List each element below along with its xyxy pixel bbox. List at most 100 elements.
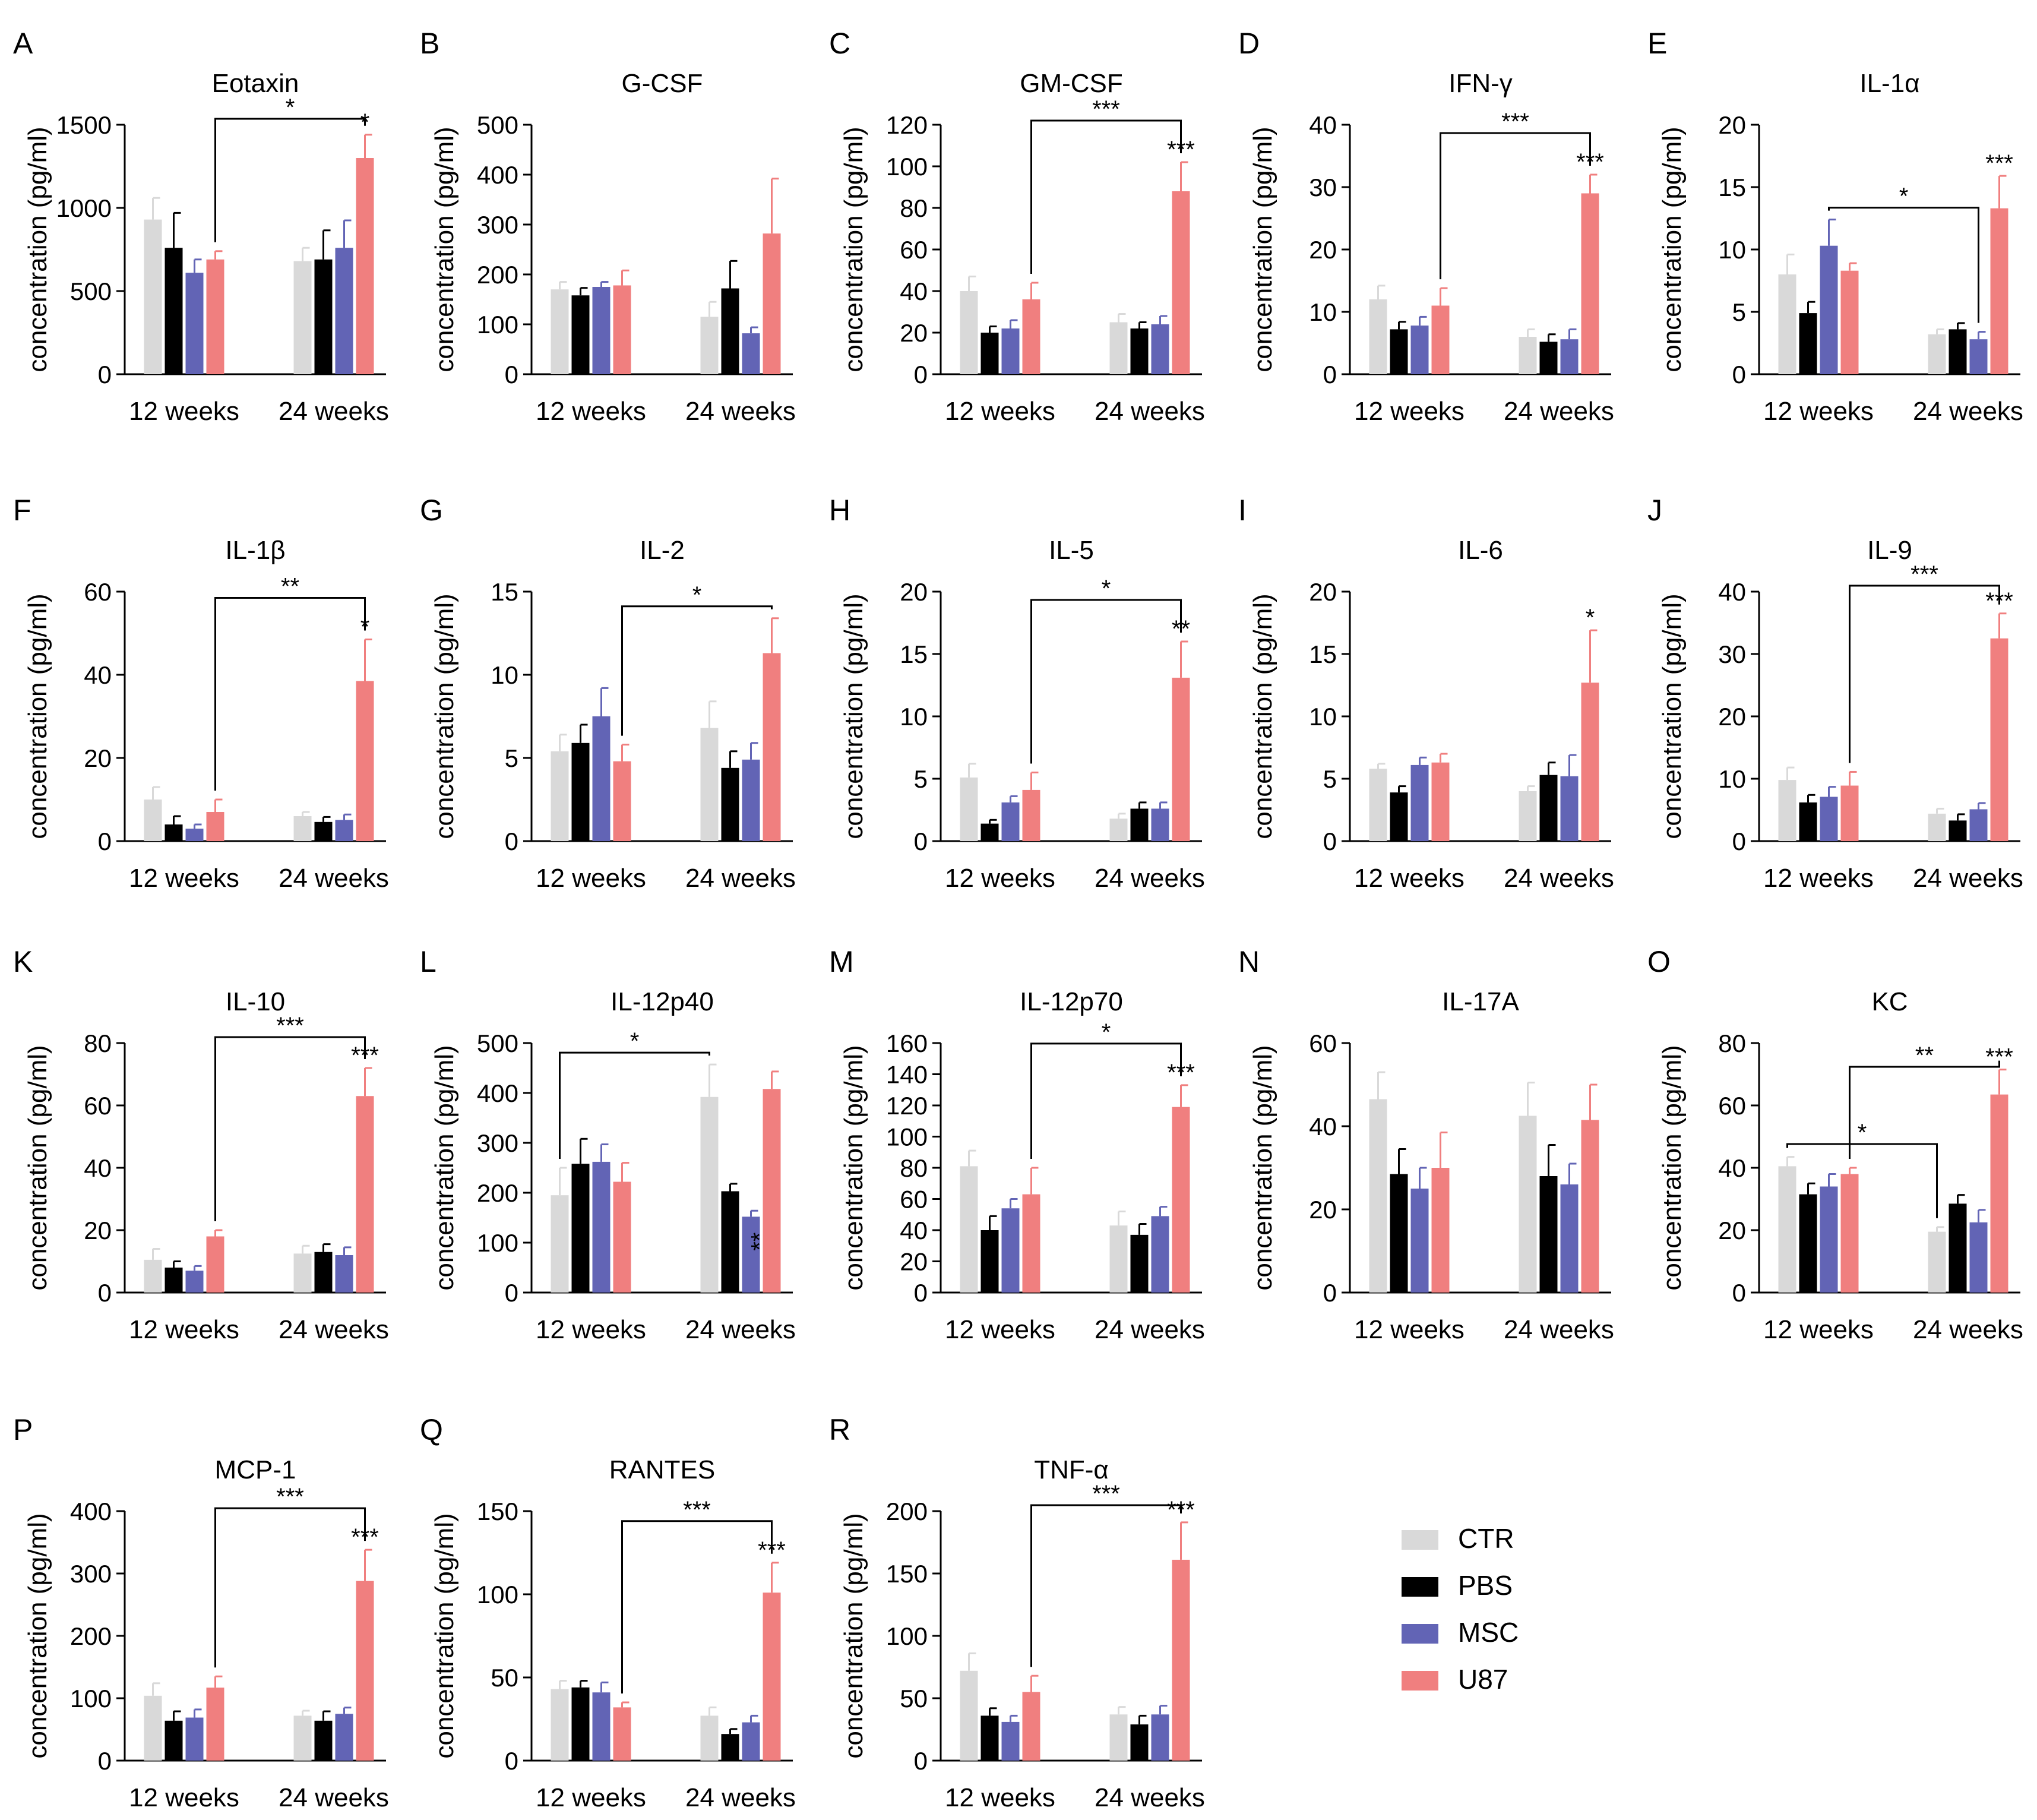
y-tick-label: 60 bbox=[900, 236, 928, 264]
bar-msc-24-weeks bbox=[1969, 809, 1988, 841]
bar-ctr-12-weeks bbox=[1778, 1166, 1796, 1293]
panel-letter: N bbox=[1238, 945, 1260, 978]
y-tick-label: 60 bbox=[84, 1092, 112, 1120]
y-tick-label: 5 bbox=[914, 765, 928, 793]
bar-u87-24-weeks bbox=[1172, 1107, 1190, 1293]
bar-msc-12-weeks bbox=[185, 1271, 204, 1293]
bar-u87-24-weeks bbox=[763, 233, 781, 374]
bar-pbs-24-weeks bbox=[721, 1191, 739, 1293]
significance-label: *** bbox=[1092, 1481, 1120, 1507]
bar-u87-24-weeks bbox=[1581, 1120, 1599, 1293]
panel-letter: E bbox=[1647, 27, 1667, 60]
y-tick-label: 150 bbox=[477, 1497, 518, 1525]
y-tick-label: 10 bbox=[900, 703, 928, 731]
bar-msc-24-weeks bbox=[742, 759, 760, 841]
panel-il-1: E IL-1α concentration (pg/ml) 0 5 10 15 20 12 we… bbox=[1647, 27, 2023, 426]
significance-bracket bbox=[214, 1507, 366, 1668]
y-tick-label: 300 bbox=[477, 211, 518, 239]
panel-mcp-1: P MCP-1 concentration (pg/ml) 0 100 200 300 400… bbox=[13, 1413, 389, 1812]
y-tick-label: 20 bbox=[1718, 1217, 1746, 1244]
bar-ctr-24-weeks bbox=[1109, 819, 1128, 841]
y-tick-label: 100 bbox=[886, 153, 928, 181]
bar-msc-12-weeks bbox=[592, 1161, 611, 1293]
bar-u87-12-weeks bbox=[1431, 305, 1450, 374]
y-tick-label: 150 bbox=[886, 1560, 928, 1588]
x-tick-label: 12 weeks bbox=[1354, 1315, 1465, 1344]
legend-label-pbs: PBS bbox=[1458, 1570, 1513, 1601]
panel-letter: K bbox=[13, 945, 33, 978]
significance-star: *** bbox=[351, 1042, 379, 1069]
bar-u87-24-weeks bbox=[763, 1592, 781, 1761]
bar-msc-24-weeks bbox=[1151, 1216, 1169, 1293]
bar-u87-12-weeks bbox=[613, 1707, 631, 1761]
panel-tnf: R TNF-α concentration (pg/ml) 0 50 100 150 200 1… bbox=[829, 1413, 1205, 1812]
significance-bracket bbox=[1828, 207, 1979, 323]
panel-letter: B bbox=[420, 27, 439, 60]
y-tick-label: 20 bbox=[84, 744, 112, 772]
bar-ctr-12-weeks bbox=[960, 291, 978, 374]
y-tick-label: 10 bbox=[1309, 298, 1337, 326]
y-tick-label: 100 bbox=[477, 311, 518, 339]
bar-msc-12-weeks bbox=[185, 273, 204, 374]
x-tick-label: 24 weeks bbox=[685, 1783, 796, 1812]
bar-u87-24-weeks bbox=[356, 681, 374, 841]
bar-msc-12-weeks bbox=[592, 1692, 611, 1761]
y-tick-label: 200 bbox=[477, 1179, 518, 1207]
significance-star: *** bbox=[758, 1537, 786, 1563]
bar-msc-24-weeks bbox=[335, 1714, 353, 1761]
y-tick-label: 20 bbox=[1309, 236, 1337, 264]
significance-label: * bbox=[1102, 1019, 1111, 1045]
panel-ifn: D IFN-γ concentration (pg/ml) 0 10 20 30 40 12 w… bbox=[1238, 27, 1614, 426]
bar-msc-24-weeks bbox=[742, 333, 760, 374]
bar-u87-12-weeks bbox=[1022, 789, 1040, 841]
x-tick-label: 24 weeks bbox=[279, 864, 389, 893]
panel-letter: C bbox=[829, 27, 850, 60]
bar-msc-12-weeks bbox=[1410, 764, 1429, 841]
y-axis-label: concentration (pg/ml) bbox=[430, 593, 459, 839]
panel-letter: D bbox=[1238, 27, 1260, 60]
chart-title: TNF-α bbox=[1034, 1455, 1109, 1484]
bar-ctr-24-weeks bbox=[700, 1715, 719, 1761]
x-tick-label: 12 weeks bbox=[1354, 864, 1465, 893]
y-axis-label: concentration (pg/ml) bbox=[1658, 127, 1687, 372]
chart-title: IL-12p70 bbox=[1020, 987, 1123, 1016]
panel-letter: F bbox=[13, 494, 31, 527]
x-tick-label: 12 weeks bbox=[536, 864, 646, 893]
y-tick-label: 80 bbox=[84, 1029, 112, 1057]
bar-u87-12-weeks bbox=[206, 812, 224, 841]
y-axis-label: concentration (pg/ml) bbox=[430, 1513, 459, 1758]
bar-pbs-12-weeks bbox=[980, 1230, 999, 1293]
legend-swatch-ctr bbox=[1402, 1530, 1438, 1550]
bar-u87-12-weeks bbox=[1840, 270, 1859, 374]
y-tick-label: 40 bbox=[1309, 111, 1337, 139]
y-tick-label: 10 bbox=[1309, 703, 1337, 731]
y-axis-label: concentration (pg/ml) bbox=[839, 127, 868, 372]
y-axis-label: concentration (pg/ml) bbox=[23, 1513, 52, 1758]
significance-star: ** bbox=[1172, 616, 1190, 642]
x-tick-label: 12 weeks bbox=[1763, 1315, 1874, 1344]
bar-u87-24-weeks bbox=[1990, 208, 2008, 374]
panel-il-5: H IL-5 concentration (pg/ml) 0 5 10 15 20 12 wee… bbox=[829, 494, 1205, 893]
y-tick-label: 140 bbox=[886, 1061, 928, 1089]
y-tick-label: 120 bbox=[886, 1092, 928, 1120]
y-tick-label: 0 bbox=[1323, 827, 1337, 855]
y-tick-label: 80 bbox=[900, 194, 928, 222]
panel-letter: I bbox=[1238, 494, 1247, 527]
bar-ctr-24-weeks bbox=[1109, 1714, 1128, 1761]
y-axis-label: concentration (pg/ml) bbox=[839, 1513, 868, 1758]
bar-pbs-12-weeks bbox=[571, 742, 590, 841]
panel-il-12p70: M IL-12p70 concentration (pg/ml) 0 20 40 60 80 1… bbox=[829, 945, 1205, 1344]
bar-u87-24-weeks bbox=[1172, 191, 1190, 374]
bar-u87-12-weeks bbox=[1431, 1168, 1450, 1293]
bar-ctr-24-weeks bbox=[1519, 1116, 1537, 1293]
y-tick-label: 15 bbox=[491, 578, 518, 606]
bar-msc-12-weeks bbox=[185, 829, 204, 841]
y-tick-label: 100 bbox=[477, 1581, 518, 1609]
bar-pbs-24-weeks bbox=[314, 1252, 333, 1293]
bar-u87-24-weeks bbox=[1990, 638, 2008, 841]
y-tick-label: 200 bbox=[70, 1622, 112, 1650]
y-tick-label: 100 bbox=[886, 1123, 928, 1151]
bar-msc-24-weeks bbox=[742, 1217, 760, 1293]
bar-ctr-12-weeks bbox=[960, 777, 978, 841]
significance-bracket bbox=[1849, 584, 2000, 763]
